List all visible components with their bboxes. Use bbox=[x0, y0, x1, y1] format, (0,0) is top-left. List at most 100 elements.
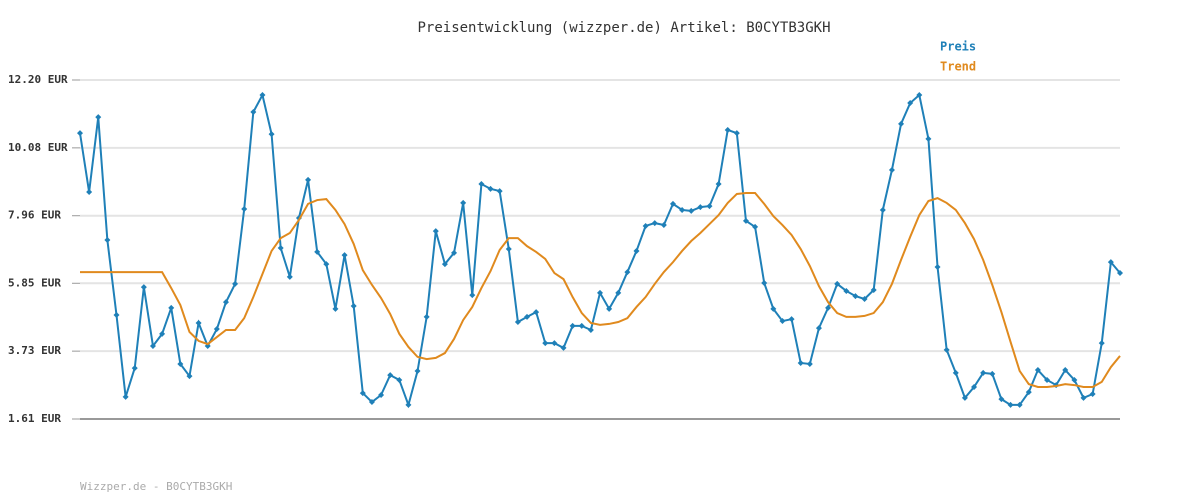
data-point bbox=[961, 394, 968, 401]
y-tick-label: 12.20 EUR bbox=[8, 73, 68, 86]
data-point bbox=[569, 322, 576, 329]
data-point bbox=[888, 166, 895, 173]
data-point bbox=[542, 340, 549, 347]
data-point bbox=[378, 391, 385, 398]
data-point bbox=[524, 313, 531, 320]
data-point bbox=[980, 369, 987, 376]
data-point bbox=[825, 304, 832, 311]
y-tick-label: 5.85 EUR bbox=[8, 276, 61, 289]
data-point bbox=[323, 261, 330, 268]
data-point bbox=[989, 370, 996, 377]
data-point bbox=[496, 188, 503, 195]
data-point bbox=[1071, 376, 1078, 383]
data-point bbox=[514, 319, 521, 326]
data-point bbox=[505, 246, 512, 253]
footer: Wizzper.de - B0CYTB3GKH bbox=[80, 480, 232, 493]
data-point bbox=[560, 344, 567, 351]
data-point bbox=[761, 279, 768, 286]
data-point bbox=[387, 372, 394, 379]
data-point bbox=[222, 299, 229, 306]
data-point bbox=[533, 309, 540, 316]
data-point bbox=[487, 185, 494, 192]
data-point bbox=[95, 114, 102, 121]
data-point bbox=[441, 261, 448, 268]
data-point bbox=[350, 303, 357, 309]
data-point bbox=[268, 131, 275, 138]
data-point bbox=[624, 269, 631, 276]
data-point bbox=[943, 346, 950, 353]
data-point bbox=[469, 292, 476, 299]
data-point bbox=[104, 237, 111, 244]
data-point bbox=[423, 313, 430, 320]
data-point bbox=[697, 204, 704, 211]
data-point bbox=[815, 325, 822, 332]
data-point bbox=[971, 383, 978, 390]
data-point bbox=[122, 393, 129, 400]
chart-title: Preisentwicklung (wizzper.de) Artikel: B… bbox=[417, 20, 830, 36]
data-point bbox=[131, 365, 138, 372]
data-point bbox=[925, 135, 932, 142]
data-point bbox=[843, 287, 850, 294]
data-point bbox=[432, 228, 439, 235]
data-point bbox=[314, 248, 321, 255]
data-point bbox=[642, 222, 649, 229]
data-point bbox=[934, 263, 941, 270]
data-point bbox=[742, 217, 749, 224]
y-tick-label: 10.08 EUR bbox=[8, 141, 68, 154]
data-point bbox=[232, 280, 239, 287]
data-point bbox=[551, 340, 558, 347]
y-tick-label: 7.96 EUR bbox=[8, 209, 61, 222]
data-point bbox=[341, 252, 348, 259]
data-point bbox=[724, 126, 731, 133]
data-point bbox=[861, 295, 868, 302]
data-point bbox=[597, 289, 603, 296]
data-point bbox=[779, 318, 786, 325]
data-point bbox=[1117, 270, 1123, 277]
data-point bbox=[1007, 401, 1014, 408]
data-point bbox=[834, 280, 841, 287]
data-point bbox=[898, 120, 905, 127]
data-point bbox=[213, 326, 220, 333]
data-point bbox=[168, 304, 175, 311]
data-point bbox=[241, 206, 248, 213]
data-point bbox=[177, 360, 184, 367]
data-point bbox=[669, 200, 676, 207]
data-point bbox=[770, 305, 777, 312]
data-point bbox=[606, 305, 613, 312]
data-point bbox=[688, 207, 695, 214]
data-point bbox=[733, 130, 740, 137]
data-point bbox=[806, 360, 813, 367]
data-point bbox=[879, 206, 886, 213]
data-point bbox=[77, 130, 83, 137]
data-point bbox=[86, 189, 93, 196]
data-point bbox=[113, 311, 120, 318]
data-point bbox=[870, 286, 877, 293]
data-point bbox=[149, 343, 156, 350]
data-point bbox=[460, 199, 467, 206]
data-point bbox=[332, 305, 339, 312]
data-point bbox=[916, 92, 923, 99]
data-point bbox=[1016, 401, 1023, 408]
data-point bbox=[195, 319, 202, 326]
data-point bbox=[1044, 376, 1051, 383]
data-point bbox=[1098, 340, 1105, 347]
y-tick-label: 1.61 EUR bbox=[8, 412, 61, 425]
legend-label: Preis bbox=[940, 40, 976, 54]
data-point bbox=[788, 316, 795, 323]
data-point bbox=[140, 284, 147, 291]
data-point bbox=[615, 289, 622, 296]
legend-label: Trend bbox=[940, 60, 976, 74]
data-point bbox=[907, 100, 914, 107]
data-point bbox=[587, 327, 594, 334]
data-point bbox=[1062, 367, 1069, 374]
data-point bbox=[305, 176, 312, 183]
data-point bbox=[1089, 391, 1096, 398]
data-point bbox=[797, 359, 804, 366]
data-point bbox=[259, 92, 266, 99]
data-point bbox=[660, 222, 667, 229]
data-point bbox=[1107, 259, 1114, 266]
data-point bbox=[186, 373, 193, 380]
data-point bbox=[706, 203, 713, 210]
